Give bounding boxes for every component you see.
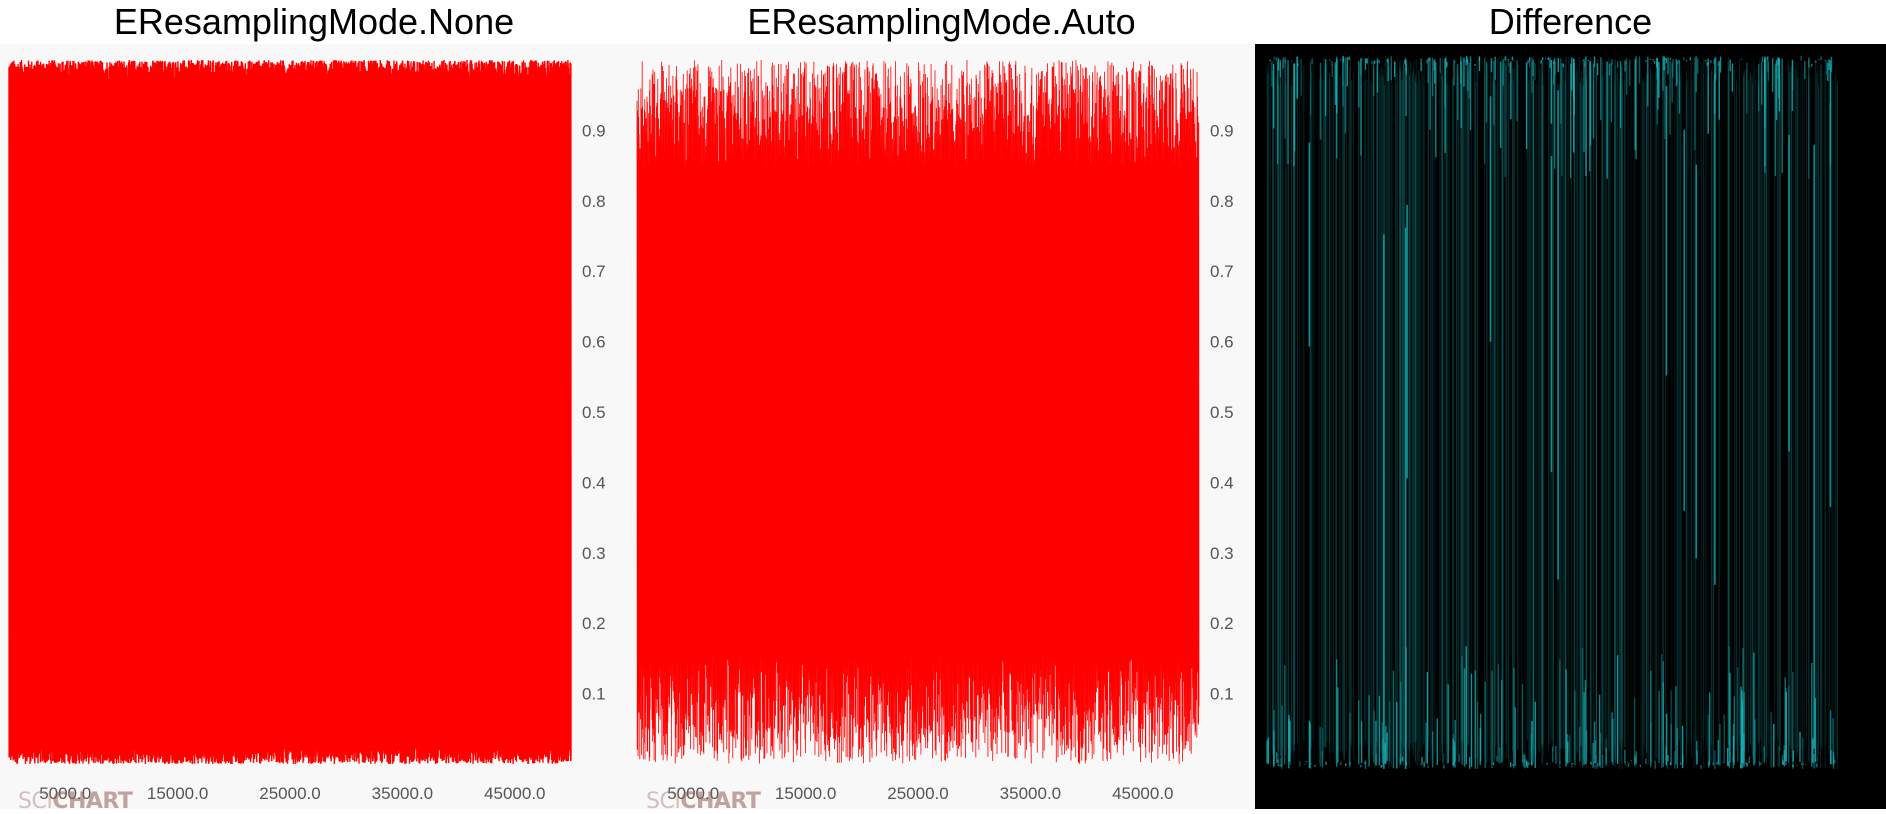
panel-title: Difference (1255, 0, 1886, 44)
x-tick-label: 5000.0 (667, 784, 719, 803)
y-tick-label: 0.4 (582, 473, 606, 492)
line-chart-auto: 0.1 0.2 0.3 0.4 0.5 0.6 0.7 0.8 0.9 5000.0 15000.0… (636, 59, 1234, 803)
y-tick-label: 0.7 (1210, 262, 1234, 281)
y-tick-label: 0.8 (582, 192, 606, 211)
y-tick-label: 0.9 (1210, 121, 1234, 140)
difference-surface (1255, 44, 1886, 809)
y-tick-label: 0.2 (1210, 614, 1234, 633)
panel-resampling-auto: EResamplingMode.Auto 0.1 0.2 0.3 0.4 0.5 0.6 0… (628, 0, 1255, 814)
panel-difference: Difference (1255, 0, 1886, 809)
difference-image (1266, 56, 1838, 769)
y-tick-label: 0.7 (582, 262, 606, 281)
scichart-watermark: SCICHART (18, 789, 133, 814)
x-tick-label: 15000.0 (147, 784, 208, 803)
panel-title: EResamplingMode.Auto (628, 0, 1255, 44)
y-tick-label: 0.6 (1210, 333, 1234, 352)
y-tick-label: 0.3 (582, 544, 606, 563)
y-tick-label: 0.2 (582, 614, 606, 633)
difference-streaks (1266, 56, 1838, 769)
y-tick-label: 0.1 (582, 685, 606, 704)
chart-surface[interactable]: 0.1 0.2 0.3 0.4 0.5 0.6 0.7 0.8 0.9 5000.0 15000.0… (628, 44, 1255, 814)
x-tick-label: 35000.0 (1000, 784, 1061, 803)
series-line (8, 59, 572, 764)
y-tick-label: 0.8 (1210, 192, 1234, 211)
x-tick-label: 5000.0 (39, 784, 91, 803)
y-tick-label: 0.9 (582, 121, 606, 140)
x-tick-label: 15000.0 (775, 784, 836, 803)
x-tick-label: 45000.0 (484, 784, 545, 803)
chart-surface[interactable]: 0.1 0.2 0.3 0.4 0.5 0.6 0.7 0.8 0.9 5000.0 15000.0… (0, 44, 628, 814)
y-tick-label: 0.1 (1210, 685, 1234, 704)
x-tick-label: 25000.0 (259, 784, 320, 803)
y-tick-label: 0.3 (1210, 544, 1234, 563)
line-chart-none: 0.1 0.2 0.3 0.4 0.5 0.6 0.7 0.8 0.9 5000.0 15000.0… (8, 59, 606, 803)
y-tick-label: 0.5 (1210, 403, 1234, 422)
scichart-watermark: SCICHART (646, 789, 761, 814)
x-tick-label: 35000.0 (372, 784, 433, 803)
panel-resampling-none: EResamplingMode.None 0.1 0.2 0.3 0.4 0.5 0.6 0… (0, 0, 628, 814)
y-tick-label: 0.5 (582, 403, 606, 422)
x-tick-label: 25000.0 (887, 784, 948, 803)
y-tick-label: 0.4 (1210, 473, 1234, 492)
x-tick-label: 45000.0 (1112, 784, 1173, 803)
series-line (636, 59, 1200, 764)
y-tick-label: 0.6 (582, 333, 606, 352)
panel-title: EResamplingMode.None (0, 0, 628, 44)
